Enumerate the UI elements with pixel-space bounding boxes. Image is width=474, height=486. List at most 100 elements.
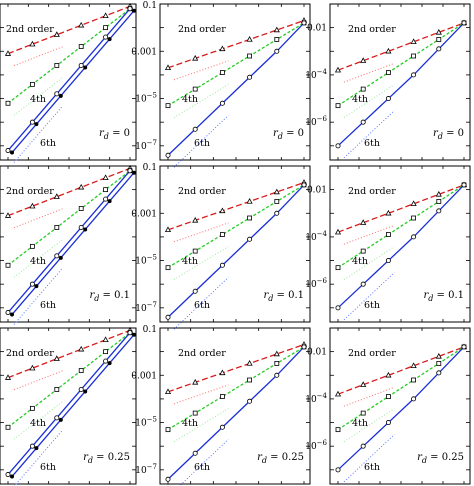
point-6th	[127, 168, 133, 174]
point-6th	[385, 420, 391, 426]
point-2nd	[334, 66, 342, 73]
label-6th: 6th	[40, 462, 56, 473]
point-6th	[5, 472, 11, 478]
point-6th-filled	[132, 332, 136, 337]
point-2nd	[273, 350, 280, 357]
point-6th	[360, 281, 366, 287]
panel-r1-c2: 0.01 10−4 10−6 2nd order 4th 6th rd = 0.1	[305, 165, 471, 323]
point-2nd	[360, 57, 367, 63]
point-2nd	[385, 47, 392, 54]
point-6th	[360, 119, 366, 125]
point-4th	[219, 232, 225, 237]
series-line-2nd	[337, 22, 465, 71]
point-4th	[247, 215, 253, 221]
y-tick-label: 10−5	[135, 92, 157, 105]
point-6th	[274, 48, 280, 54]
point-4th	[335, 427, 341, 433]
point-6th	[165, 152, 171, 158]
series-line-2nd	[7, 329, 131, 379]
y-tick-label: 10−4	[305, 230, 327, 243]
series-line-4th	[337, 184, 465, 269]
point-6th	[219, 100, 225, 106]
point-4th	[385, 232, 391, 237]
point-6th-filled	[132, 170, 136, 175]
point-4th	[411, 53, 417, 59]
point-6th	[247, 236, 253, 242]
point-6th	[165, 314, 171, 320]
point-6th	[411, 396, 417, 402]
point-6th-filled	[10, 312, 14, 317]
point-4th	[54, 63, 60, 68]
label-4th: 4th	[182, 418, 198, 429]
point-6th	[54, 91, 60, 97]
y-tick-label: 10−7	[135, 139, 157, 152]
point-6th	[335, 143, 341, 149]
point-2nd	[246, 198, 253, 204]
label-4th: 4th	[182, 94, 198, 105]
point-2nd	[273, 26, 280, 33]
series-line-6th	[167, 22, 305, 156]
point-2nd	[164, 64, 172, 71]
panel-frame	[159, 3, 311, 161]
point-6th	[165, 476, 171, 482]
label-4th: 4th	[352, 418, 368, 429]
point-6th	[192, 288, 198, 294]
point-6th-filled	[10, 150, 14, 155]
label-4th: 4th	[30, 94, 46, 105]
label-rd: rd = 0	[273, 128, 304, 141]
point-2nd	[29, 40, 36, 47]
series-line-6th-second	[11, 334, 135, 477]
point-6th	[436, 208, 442, 214]
point-4th	[165, 427, 171, 433]
point-6th	[78, 62, 84, 68]
label-2nd-order: 2nd order	[178, 186, 226, 197]
point-6th	[461, 182, 467, 188]
point-6th	[461, 344, 467, 350]
series-line-2nd	[337, 346, 465, 395]
series-line-6th	[7, 170, 131, 313]
label-rd: rd = 0.25	[83, 452, 130, 465]
point-6th	[219, 262, 225, 268]
y-tick-label: 10−5	[135, 416, 157, 429]
label-rd: rd = 0.1	[263, 290, 304, 303]
point-6th-filled	[107, 37, 112, 42]
label-6th: 6th	[194, 462, 210, 473]
series-line-4th	[337, 22, 465, 107]
series-line-4th	[7, 8, 131, 104]
point-4th	[5, 424, 11, 430]
point-6th	[274, 372, 280, 378]
point-4th	[54, 387, 60, 392]
point-4th	[192, 248, 198, 254]
point-6th	[192, 450, 198, 456]
panel-r0-c0: 2nd order 4th 6th rd = 0	[0, 2, 137, 163]
point-4th	[385, 70, 391, 75]
y-tick-label: 0.1	[143, 1, 157, 11]
panel-frame	[159, 165, 311, 323]
point-6th	[247, 398, 253, 404]
point-2nd	[219, 369, 226, 376]
y-tick-label: 10−4	[305, 68, 327, 81]
point-2nd	[435, 352, 442, 359]
point-6th	[5, 310, 11, 316]
point-2nd	[164, 388, 172, 395]
panel-frame	[0, 3, 137, 161]
point-4th	[78, 368, 84, 373]
point-6th	[54, 415, 60, 421]
point-2nd	[53, 193, 60, 199]
series-line-6th	[337, 22, 465, 147]
point-6th	[103, 196, 109, 202]
series-line-6th	[7, 8, 131, 151]
point-6th	[247, 74, 253, 80]
series-line-2nd	[167, 181, 305, 231]
point-6th-filled	[132, 8, 136, 13]
point-6th	[103, 358, 109, 364]
panel-r1-c1: 0.1 0.001 10−5 10−7 2nd order 4th 6th rd = 0.1	[131, 163, 311, 330]
point-2nd	[29, 202, 36, 209]
panel-r2-c2: 0.01 10−4 10−6 2nd order 4th 6th rd = 0.25	[305, 327, 471, 485]
reference-slope	[173, 60, 229, 81]
point-2nd	[219, 207, 226, 214]
series-line-4th	[167, 22, 305, 107]
point-6th	[127, 330, 133, 336]
panel-r1-c0: 2nd order 4th 6th rd = 0.1	[0, 164, 137, 325]
point-4th	[436, 361, 442, 366]
